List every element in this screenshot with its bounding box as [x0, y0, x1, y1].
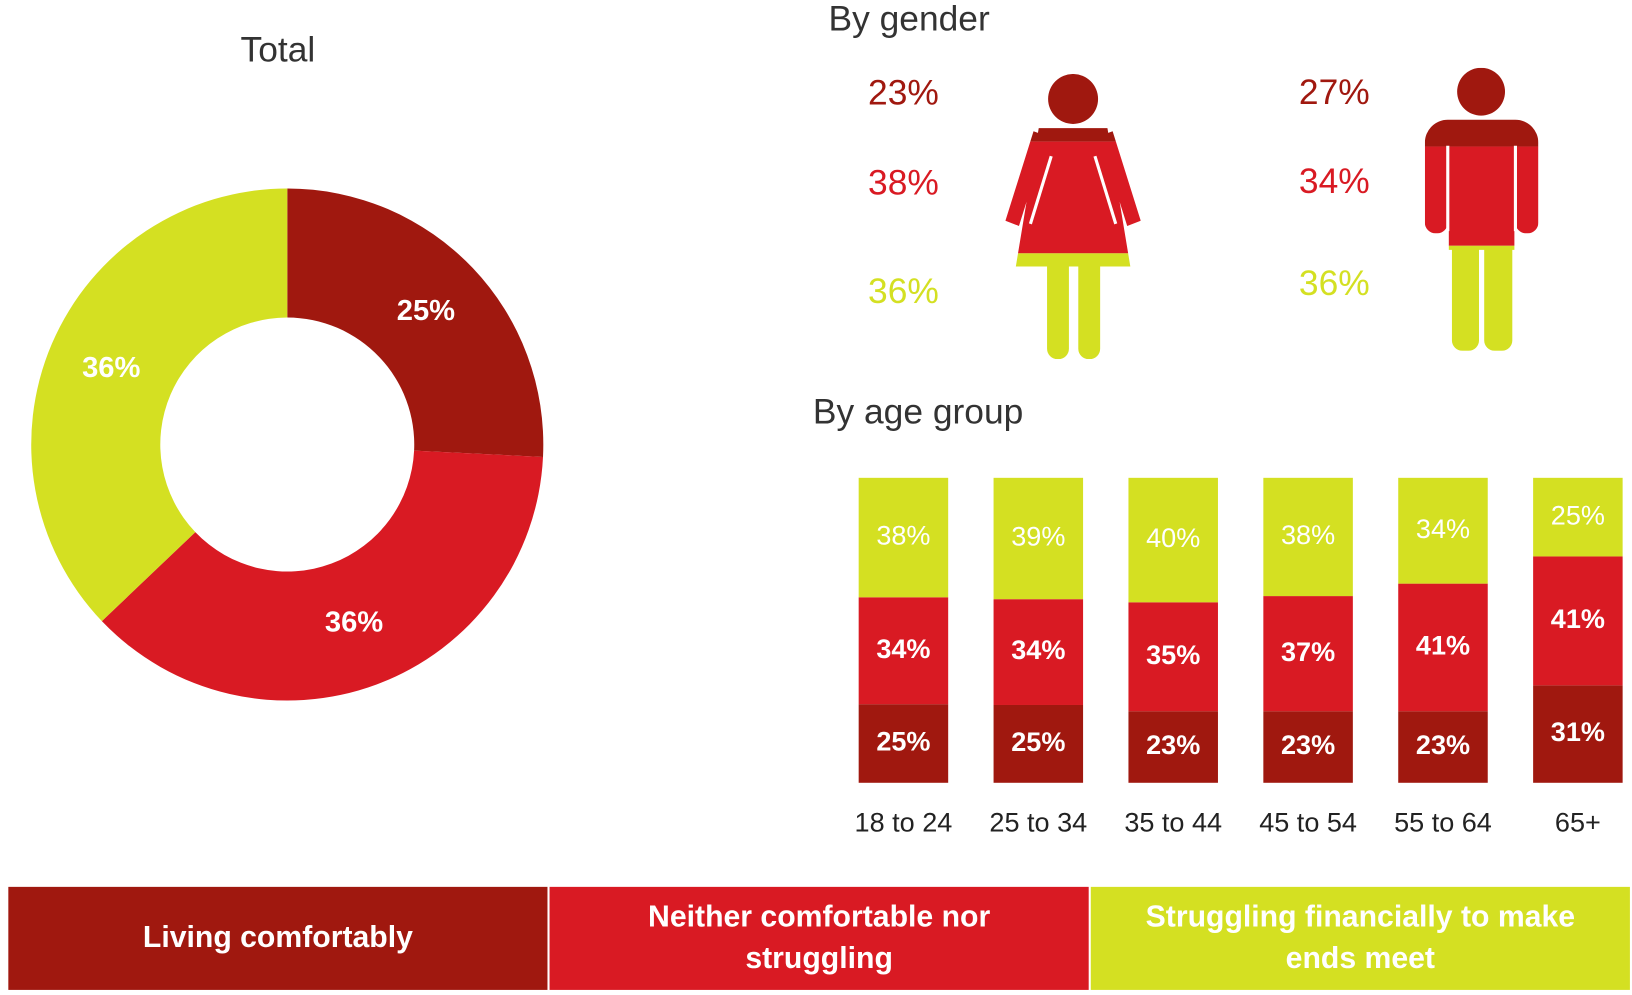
legend-swatch	[549, 886, 1089, 990]
figure-segment	[1424, 146, 1539, 246]
legend-label: Living comfortably	[142, 921, 413, 955]
x-tick-label: 18 to 24	[855, 808, 953, 838]
x-tick-label: 45 to 54	[1259, 808, 1357, 838]
bar-value-label: 25%	[1551, 500, 1605, 530]
bar-segment	[1263, 477, 1353, 597]
bar-value-label: 37%	[1281, 637, 1335, 667]
bar-value-label: 39%	[1011, 522, 1065, 552]
bar-value-label: 25%	[1011, 727, 1065, 757]
bar-segment	[1533, 685, 1623, 783]
bar-value-label: 41%	[1416, 631, 1470, 661]
legend-label: Struggling financially to make ends meet	[1145, 900, 1576, 975]
x-tick-label: 25 to 34	[989, 808, 1087, 838]
donut-slice	[101, 450, 544, 701]
donut-title: Total	[241, 30, 316, 69]
age-title: By age group	[813, 393, 1023, 432]
bar-segment	[1533, 477, 1623, 557]
gender-value-label: 23%	[868, 74, 939, 113]
figure-segment	[1005, 141, 1141, 254]
figure-outline	[1028, 155, 1053, 225]
bar-value-label: 38%	[1281, 520, 1335, 550]
bar-segment	[1398, 711, 1488, 783]
donut-slice	[31, 188, 288, 622]
slice-label: 36%	[82, 352, 140, 384]
bar-segment	[858, 704, 949, 783]
figure-outline	[1093, 155, 1118, 225]
bar-value-label: 34%	[876, 634, 930, 664]
bar-segment	[993, 477, 1084, 600]
bar-segment	[858, 477, 949, 598]
bar-segment	[1263, 711, 1353, 783]
bar-value-label: 40%	[1146, 523, 1200, 553]
x-tick-label: 35 to 44	[1124, 808, 1222, 838]
bar-segment	[1128, 711, 1218, 783]
figure	[1005, 73, 1141, 360]
slice-label: 36%	[325, 607, 383, 639]
bar-segment	[1128, 602, 1218, 712]
figure-segment	[1005, 253, 1141, 360]
bar-segment	[993, 704, 1084, 783]
legend-label: Neither comfortable nor struggling	[648, 900, 991, 975]
gender-value-label: 34%	[1299, 162, 1370, 201]
bar-segment	[993, 599, 1084, 705]
gender-value-label: 38%	[868, 163, 939, 202]
bar-value-label: 41%	[1551, 604, 1605, 634]
bar-value-label: 34%	[1011, 635, 1065, 665]
figure-segment	[1424, 245, 1539, 351]
legend-swatch	[1090, 886, 1630, 990]
bar-value-label: 23%	[1281, 730, 1335, 760]
bar-value-label: 38%	[876, 521, 930, 551]
figure-segment	[1424, 67, 1539, 147]
bar-segment	[1263, 596, 1353, 712]
slice-label: 25%	[397, 295, 455, 327]
bar-value-label: 34%	[1416, 514, 1470, 544]
legend-entry: Neither comfortable nor struggling	[648, 900, 991, 975]
bar-segment	[1533, 556, 1623, 686]
bar-segment	[1128, 477, 1218, 603]
legend-entry: Living comfortably	[142, 921, 413, 955]
gender-value-label: 27%	[1299, 73, 1370, 112]
bar-value-label: 31%	[1551, 717, 1605, 747]
bar-value-label: 35%	[1146, 640, 1200, 670]
legend-swatch	[8, 886, 548, 990]
x-tick-label: 65+	[1555, 808, 1601, 838]
bar-value-label: 23%	[1416, 730, 1470, 760]
x-tick-label: 55 to 64	[1394, 808, 1492, 838]
bar-segment	[1398, 583, 1488, 712]
donut-slice	[287, 188, 544, 457]
gender-title: By gender	[828, 0, 989, 38]
bar-segment	[1398, 477, 1488, 584]
bar-value-label: 23%	[1146, 730, 1200, 760]
legend-entry: Struggling financially to make ends meet	[1145, 900, 1576, 975]
gender-value-label: 36%	[1299, 264, 1370, 303]
gender-value-label: 36%	[868, 272, 939, 311]
figure-segment	[1005, 73, 1141, 142]
figure	[1424, 67, 1539, 351]
bar-value-label: 25%	[876, 727, 930, 757]
bar-segment	[858, 597, 949, 705]
